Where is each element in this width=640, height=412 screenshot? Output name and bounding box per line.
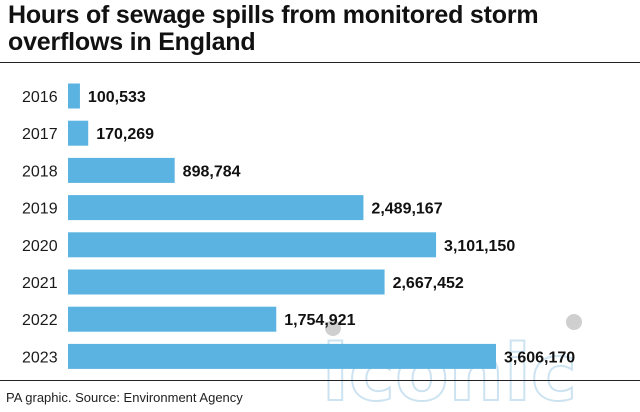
bar	[68, 120, 89, 146]
bar	[68, 306, 277, 332]
value-label: 1,754,921	[284, 312, 355, 329]
bar	[68, 269, 385, 295]
category-label: 2020	[22, 238, 58, 255]
chart-title: Hours of sewage spills from monitored st…	[8, 1, 539, 56]
value-label: 3,606,170	[504, 349, 575, 366]
value-label: 100,533	[88, 89, 146, 106]
bar	[68, 343, 496, 369]
watermark-dot	[325, 320, 341, 336]
footer-divider	[0, 380, 640, 381]
category-label: 2017	[22, 126, 58, 143]
category-label: 2023	[22, 349, 58, 366]
bar	[68, 232, 437, 258]
value-label: 3,101,150	[444, 238, 515, 255]
bar	[68, 83, 80, 109]
category-label: 2018	[22, 163, 58, 180]
value-label: 170,269	[96, 126, 154, 143]
value-label: 898,784	[183, 163, 241, 180]
category-label: 2022	[22, 312, 58, 329]
title-divider	[0, 62, 640, 63]
value-label: 2,489,167	[371, 201, 442, 218]
watermark-dot	[566, 314, 582, 330]
source-note: PA graphic. Source: Environment Agency	[6, 390, 243, 405]
bar	[68, 195, 364, 221]
watermark-logo: iconic	[322, 329, 577, 412]
bar	[68, 157, 175, 183]
value-label: 2,667,452	[393, 275, 464, 292]
category-label: 2019	[22, 201, 58, 218]
category-label: 2016	[22, 89, 58, 106]
category-label: 2021	[22, 275, 58, 292]
